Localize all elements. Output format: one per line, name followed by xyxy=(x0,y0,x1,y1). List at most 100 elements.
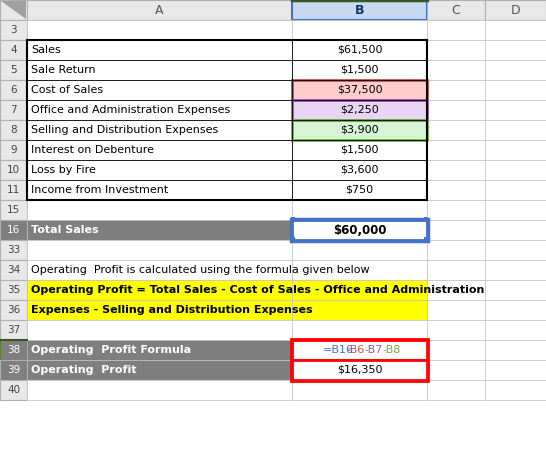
Text: 33: 33 xyxy=(7,245,20,255)
Bar xyxy=(292,240,427,260)
Polygon shape xyxy=(1,1,26,19)
Text: Loss by Fire: Loss by Fire xyxy=(31,165,96,175)
Text: -B8: -B8 xyxy=(383,345,401,355)
Bar xyxy=(485,100,546,120)
Bar xyxy=(27,140,292,160)
Bar xyxy=(427,340,485,360)
Text: Operating  Profit is calculated using the formula given below: Operating Profit is calculated using the… xyxy=(31,265,370,275)
Bar xyxy=(485,20,546,40)
Text: =B16: =B16 xyxy=(323,345,353,355)
Bar xyxy=(0,240,27,260)
Text: 6: 6 xyxy=(10,85,17,95)
Text: Office and Administration Expenses: Office and Administration Expenses xyxy=(31,105,230,115)
Text: $2,250: $2,250 xyxy=(340,105,379,115)
Bar xyxy=(0,180,27,200)
Bar xyxy=(27,60,292,80)
Bar xyxy=(427,100,485,120)
Bar xyxy=(427,40,485,60)
Bar xyxy=(0,300,27,320)
Bar xyxy=(427,20,485,40)
Bar xyxy=(291,219,428,241)
Text: $1,500: $1,500 xyxy=(340,145,379,155)
Bar xyxy=(291,217,295,221)
Text: 36: 36 xyxy=(7,305,20,315)
Bar xyxy=(485,80,546,100)
Bar xyxy=(292,100,427,120)
Bar xyxy=(27,320,292,340)
Text: 38: 38 xyxy=(7,345,20,355)
Bar xyxy=(27,380,292,400)
Bar xyxy=(0,160,27,180)
Text: 39: 39 xyxy=(7,365,20,375)
Text: 40: 40 xyxy=(7,385,20,395)
Bar xyxy=(485,240,546,260)
Text: 5: 5 xyxy=(10,65,17,75)
Bar xyxy=(485,180,546,200)
Bar xyxy=(291,339,428,381)
Bar xyxy=(0,220,27,240)
Bar xyxy=(27,240,292,260)
Bar xyxy=(292,0,427,20)
Bar xyxy=(427,220,485,240)
Text: 4: 4 xyxy=(10,45,17,55)
Bar xyxy=(427,320,485,340)
Bar xyxy=(485,220,546,240)
Bar xyxy=(27,40,292,60)
Text: $3,900: $3,900 xyxy=(340,125,379,135)
Text: Sale Return: Sale Return xyxy=(31,65,96,75)
Text: A: A xyxy=(155,4,164,17)
Bar xyxy=(27,280,292,300)
Text: $61,500: $61,500 xyxy=(337,45,382,55)
Bar xyxy=(292,80,427,100)
Bar xyxy=(292,220,427,240)
Bar xyxy=(485,200,546,220)
Text: Expenses - Selling and Distribution Expenses: Expenses - Selling and Distribution Expe… xyxy=(31,305,313,315)
Text: $37,500: $37,500 xyxy=(337,85,382,95)
Text: 35: 35 xyxy=(7,285,20,295)
Bar xyxy=(0,340,27,360)
Bar xyxy=(292,40,427,60)
Text: D: D xyxy=(511,4,520,17)
Bar xyxy=(427,240,485,260)
Bar xyxy=(0,200,27,220)
Bar xyxy=(291,237,295,241)
Bar xyxy=(292,180,427,200)
Bar xyxy=(27,300,292,320)
Bar xyxy=(27,100,292,120)
Text: $16,350: $16,350 xyxy=(337,365,382,375)
Bar xyxy=(485,40,546,60)
Text: Income from Investment: Income from Investment xyxy=(31,185,168,195)
Text: Operating  Profit Formula: Operating Profit Formula xyxy=(31,345,191,355)
Bar xyxy=(292,340,427,360)
Text: 7: 7 xyxy=(10,105,17,115)
Bar xyxy=(0,280,27,300)
Bar xyxy=(292,120,427,140)
Bar xyxy=(0,60,27,80)
Bar xyxy=(0,20,27,40)
Bar xyxy=(427,140,485,160)
Text: Selling and Distribution Expenses: Selling and Distribution Expenses xyxy=(31,125,218,135)
Text: B: B xyxy=(355,4,364,17)
Bar xyxy=(292,280,427,300)
Bar xyxy=(485,320,546,340)
Bar xyxy=(27,0,292,20)
Text: $3,600: $3,600 xyxy=(340,165,379,175)
Bar xyxy=(292,20,427,40)
Bar xyxy=(0,260,27,280)
Bar xyxy=(292,120,427,140)
Text: 37: 37 xyxy=(7,325,20,335)
Bar xyxy=(485,160,546,180)
Text: Cost of Sales: Cost of Sales xyxy=(31,85,103,95)
Bar xyxy=(427,200,485,220)
Bar xyxy=(27,20,292,40)
Text: $60,000: $60,000 xyxy=(333,224,386,237)
Bar xyxy=(292,60,427,80)
Bar xyxy=(292,300,427,320)
Text: 11: 11 xyxy=(7,185,20,195)
Bar xyxy=(27,120,292,140)
Bar xyxy=(27,160,292,180)
Text: 10: 10 xyxy=(7,165,20,175)
Text: Operating Profit = Total Sales - Cost of Sales - Office and Administration: Operating Profit = Total Sales - Cost of… xyxy=(31,285,484,295)
Bar xyxy=(427,260,485,280)
Text: Interest on Debenture: Interest on Debenture xyxy=(31,145,154,155)
